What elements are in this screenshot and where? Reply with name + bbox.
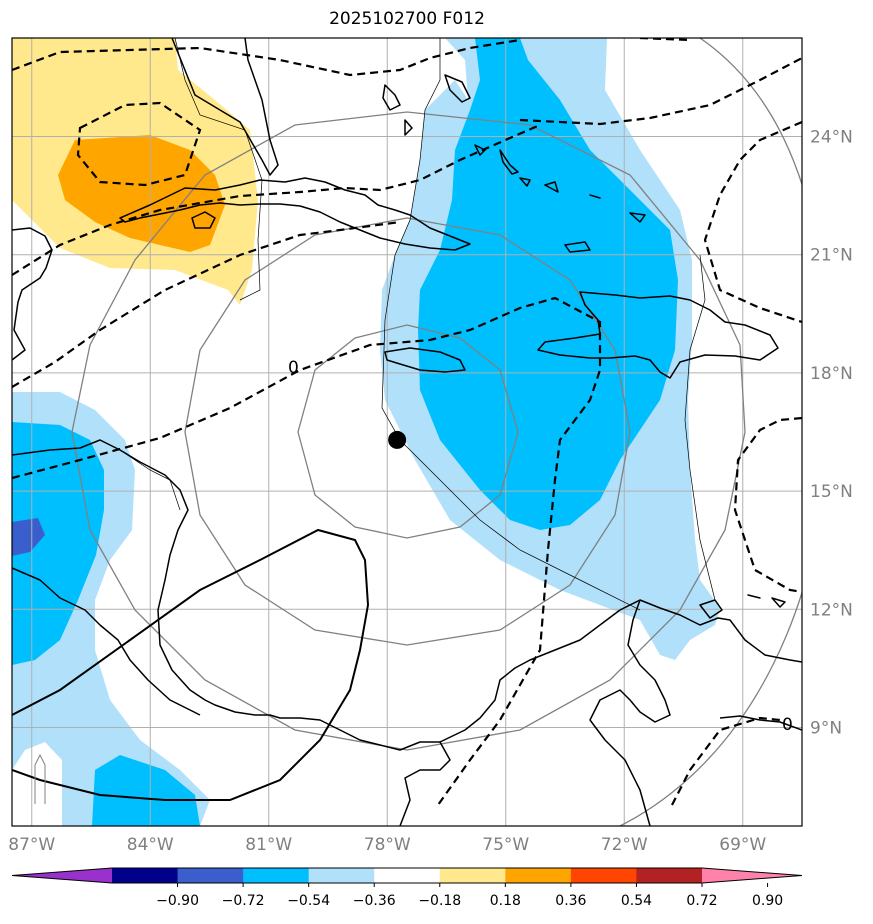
range-ring-1 [297, 324, 519, 539]
boundaries [119, 38, 716, 611]
colorbar-tick-label: 0.36 [555, 893, 586, 909]
lat-tick-label: 21°N [810, 246, 853, 266]
lon-tick-label: 75°W [482, 835, 529, 855]
coastline-islands-bahamas [382, 74, 646, 253]
colorbar-extend-high [702, 868, 802, 883]
lat-tick-label: 12°N [810, 600, 853, 620]
boundary-3 [684, 254, 716, 601]
shaded-field [12, 38, 720, 826]
colorbar-tick-label: −0.54 [287, 893, 330, 909]
storm-center-marker [388, 430, 407, 449]
colorbar-segment [439, 868, 506, 883]
coastline-jamaica [384, 347, 466, 373]
dashed-contours [12, 38, 802, 806]
colorbar-segment [505, 868, 572, 883]
colorbar-segment [636, 868, 703, 883]
grid-vert-gray [34, 753, 46, 804]
lat-tick-label: 9°N [810, 719, 842, 739]
colorbar-segment [112, 868, 179, 883]
coastline-florida [171, 38, 279, 176]
longitude-labels: 87°W 84°W 81°W 78°W 75°W 72°W 69°W [8, 835, 766, 855]
contour-dashed-southeast [671, 716, 781, 806]
colorbar-segment [308, 868, 375, 883]
colorbar-tick-label: −0.72 [222, 893, 265, 909]
contour-dashed-east-top [639, 38, 691, 42]
pole-marker [34, 753, 46, 804]
colorbar-tick-label: −0.90 [156, 893, 199, 909]
solid-contours [12, 528, 370, 801]
contour-dashed-northeast [12, 38, 521, 77]
contour-dashed-central [12, 220, 401, 388]
range-ring-4 [130, 38, 802, 826]
boundary-1 [381, 38, 641, 611]
colorbar-extend-low [12, 868, 112, 883]
contour-label-0-west: 0 [288, 358, 299, 378]
coastline-venezuela-gulf [589, 599, 671, 826]
boundary-2 [174, 38, 263, 301]
colorbar-tick-label: 0.72 [686, 893, 717, 909]
colorbar-segment [374, 868, 441, 883]
lon-tick-label: 78°W [364, 835, 411, 855]
colorbar-segment [243, 868, 310, 883]
boundary-4 [119, 449, 181, 511]
map-content: 0 0 [12, 38, 802, 826]
contour-solid-positive [12, 528, 370, 801]
coastline-venezuela-east [719, 715, 802, 731]
white-patch-southwest [12, 742, 62, 826]
colorbar-outline [11, 867, 803, 884]
contour-dashed-closed-nw [76, 101, 202, 187]
lat-tick-label: 15°N [810, 482, 853, 502]
colorbar-labels: −0.90 −0.72 −0.54 −0.36 −0.18 0.18 0.36 0.54 0.7… [156, 883, 783, 909]
contour-dashed-east [703, 120, 802, 324]
coastline-hispaniola [537, 291, 779, 379]
colorbar-segment [177, 868, 244, 883]
colorbar-tick-label: 0.54 [621, 893, 652, 909]
latitude-labels: 9°N 12°N 15°N 18°N 21°N 24°N [810, 128, 853, 739]
contour-dashed-middle [12, 123, 541, 276]
contour-dashed-east-low [733, 416, 802, 594]
lon-tick-label: 81°W [245, 835, 292, 855]
coastlines [12, 38, 802, 826]
colorbar-tick-label: −0.18 [418, 893, 461, 909]
colorbar [11, 867, 803, 884]
map-frame [11, 37, 803, 827]
lon-tick-label: 72°W [601, 835, 648, 855]
colorbar-tick-label: −0.36 [353, 893, 396, 909]
contour-label-0-east: 0 [782, 715, 793, 735]
coastline-cuba [119, 177, 471, 251]
coastline-yucatan [12, 227, 53, 361]
colorbar-segment [570, 868, 637, 883]
lon-tick-label: 87°W [8, 835, 55, 855]
lon-tick-label: 84°W [127, 835, 174, 855]
contour-dashed-0 [12, 296, 602, 806]
negative-anomaly-0.36-east [418, 38, 678, 530]
coastline-south-america [439, 599, 802, 743]
lat-tick-label: 24°N [810, 128, 853, 148]
positive-anomaly-0.36 [58, 135, 225, 252]
plot-title: 2025102700 F012 [329, 9, 485, 29]
coastline-central-america [12, 439, 451, 826]
coastline-isla-juventud [191, 211, 216, 229]
lon-tick-label: 69°W [719, 835, 766, 855]
negative-anomaly-0.36-southwest [92, 755, 200, 826]
coastline-caribbean-islands [699, 594, 786, 619]
colorbar-tick-label: 0.18 [490, 893, 521, 909]
contour-dashed-arc [519, 57, 802, 126]
colorbar-tick-label: 0.90 [752, 893, 783, 909]
negative-anomaly-0.54 [12, 518, 45, 556]
graticule [12, 38, 802, 826]
range-ring-3 [71, 111, 746, 751]
lat-tick-label: 18°N [810, 364, 853, 384]
coastline-pacific-central-america [12, 567, 201, 716]
